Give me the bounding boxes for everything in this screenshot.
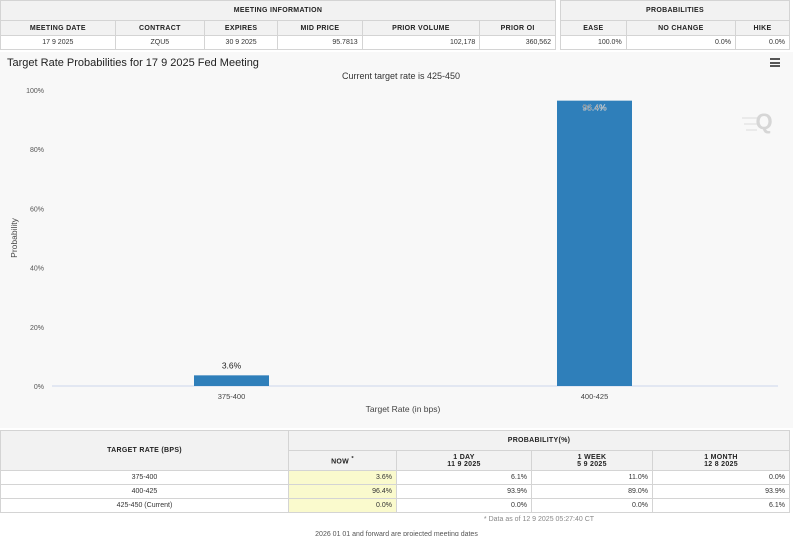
chart-panel: 0% 20% 40% 60% 80% 100% 3.6% 375-400 96.4% 400-4…	[0, 52, 793, 428]
bar-400-425[interactable]	[557, 100, 632, 386]
x-axis-title: Target Rate (in bps)	[366, 404, 441, 414]
header-1-week: 1 WEEK 5 9 2025	[531, 450, 653, 471]
quikstrike-logo: Q	[742, 109, 773, 134]
chart-title: Target Rate Probabilities for 17 9 2025 …	[7, 57, 259, 69]
probabilities-title: PROBABILITIES	[560, 0, 790, 22]
header-target-rate: TARGET RATE (BPS)	[0, 430, 289, 471]
bars: 3.6% 375-400 96.4% 400-425	[194, 100, 632, 401]
chart-subtitle: Current target rate is 425-450	[342, 71, 460, 81]
rate-cell: 425-450 (Current)	[0, 498, 289, 513]
day-cell: 6.1%	[396, 470, 532, 485]
header-mid-price: MID PRICE	[277, 20, 363, 36]
y-tick-label: 20%	[30, 325, 44, 332]
meeting-information-title: MEETING INFORMATION	[0, 0, 556, 22]
header-now: NOW *	[288, 450, 397, 471]
footer-note: 2026 01 01 and forward are projected mee…	[315, 531, 478, 536]
header-probability: PROBABILITY(%)	[288, 430, 790, 451]
ease-value: 100.0%	[560, 34, 627, 51]
bar-chart: 0% 20% 40% 60% 80% 100% 3.6% 375-400 96.4% 400-4…	[9, 71, 778, 414]
expires-value: 30 9 2025	[204, 34, 279, 51]
month-cell: 0.0%	[652, 470, 790, 485]
x-tick-label: 400-425	[581, 392, 609, 401]
rate-cell: 375-400	[0, 470, 289, 485]
week-cell: 0.0%	[531, 498, 653, 513]
hamburger-menu-icon[interactable]	[770, 58, 780, 67]
now-cell: 96.4%	[288, 484, 397, 499]
prior-volume-value: 102,178	[361, 34, 481, 51]
week-cell: 89.0%	[531, 484, 653, 499]
header-contract: CONTRACT	[114, 20, 206, 36]
month-cell: 6.1%	[652, 498, 790, 513]
x-tick-label: 375-400	[218, 392, 246, 401]
data-label: 3.6%	[222, 360, 242, 370]
data-timestamp-note: * Data as of 12 9 2025 05:27:40 CT	[483, 516, 595, 524]
table-row: 400-425 96.4% 93.9% 89.0% 93.9%	[0, 484, 790, 499]
table-row: 425-450 (Current) 0.0% 0.0% 0.0% 6.1%	[0, 498, 790, 513]
month-cell: 93.9%	[652, 484, 790, 499]
no-change-value: 0.0%	[625, 34, 736, 51]
header-ease: EASE	[560, 20, 627, 36]
meeting-date-value: 17 9 2025	[0, 34, 116, 51]
rate-cell: 400-425	[0, 484, 289, 499]
data-label: 96.4%	[582, 103, 607, 113]
week-cell: 11.0%	[531, 470, 653, 485]
day-cell: 93.9%	[396, 484, 532, 499]
y-tick-label: 0%	[34, 384, 44, 391]
target-rate-probability-table: TARGET RATE (BPS) PROBABILITY(%) NOW * 1…	[0, 430, 790, 527]
probabilities-table: PROBABILITIES EASE NO CHANGE HIKE 100.0%…	[560, 0, 791, 51]
svg-text:Q: Q	[755, 109, 772, 134]
header-prior-oi: PRIOR OI	[479, 20, 556, 36]
header-hike: HIKE	[734, 20, 791, 36]
day-cell: 0.0%	[396, 498, 532, 513]
bar-375-400[interactable]	[194, 375, 269, 386]
mid-price-value: 95.7813	[277, 34, 363, 51]
header-no-change: NO CHANGE	[625, 20, 736, 36]
y-tick-label: 80%	[30, 147, 44, 154]
hike-value: 0.0%	[734, 34, 791, 51]
prior-oi-value: 360,562	[479, 34, 556, 51]
contract-value: ZQU5	[114, 34, 206, 51]
y-axis: 0% 20% 40% 60% 80% 100%	[26, 88, 44, 391]
y-tick-label: 60%	[30, 206, 44, 213]
y-axis-title: Probability	[9, 217, 19, 257]
header-1-day: 1 DAY 11 9 2025	[396, 450, 532, 471]
header-prior-volume: PRIOR VOLUME	[361, 20, 481, 36]
now-cell: 0.0%	[288, 498, 397, 513]
header-meeting-date: MEETING DATE	[0, 20, 116, 36]
header-expires: EXPIRES	[204, 20, 279, 36]
y-tick-label: 100%	[26, 88, 44, 95]
y-tick-label: 40%	[30, 266, 44, 273]
meeting-information-table: MEETING INFORMATION MEETING DATE CONTRAC…	[0, 0, 556, 51]
header-1-month: 1 MONTH 12 8 2025	[652, 450, 790, 471]
now-cell: 3.6%	[288, 470, 397, 485]
table-row: 375-400 3.6% 6.1% 11.0% 0.0%	[0, 470, 790, 485]
